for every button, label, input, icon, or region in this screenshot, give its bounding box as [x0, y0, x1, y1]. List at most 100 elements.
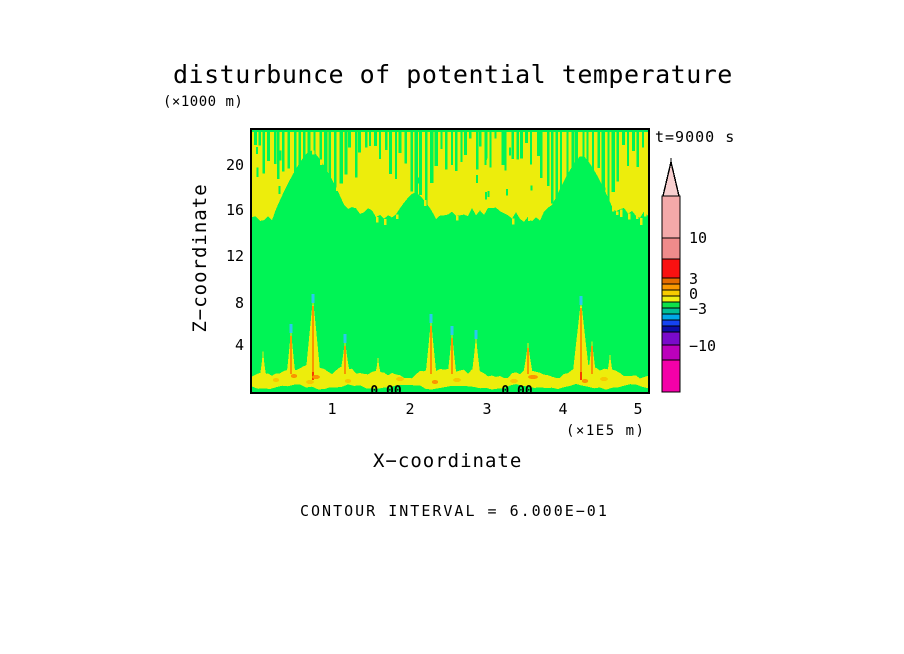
- green-streak: [469, 130, 472, 139]
- yellow-fleck: [312, 150, 315, 155]
- yellow-fleck: [512, 218, 515, 225]
- green-fleck: [256, 146, 258, 155]
- green-streak: [616, 130, 620, 182]
- zero-contour-label: 0.00: [370, 384, 401, 392]
- colorbar-tick-label: −3: [689, 300, 707, 318]
- green-streak: [586, 130, 589, 187]
- green-fleck: [390, 155, 393, 165]
- yellow-fleck: [384, 218, 387, 225]
- y-axis-unit-label: (×1000 m): [163, 94, 244, 110]
- plume-core-base: [580, 372, 582, 380]
- contour-interval-label: CONTOUR INTERVAL = 6.000E−01: [300, 502, 609, 520]
- green-streak: [364, 130, 368, 148]
- plume-core: [312, 306, 314, 374]
- y-tick-label: 8: [234, 294, 244, 312]
- green-fleck: [487, 190, 490, 197]
- plume-core: [527, 348, 529, 374]
- green-streak: [597, 130, 601, 168]
- contour-plot: 0.00 0.00: [250, 128, 650, 394]
- green-fleck: [256, 167, 259, 177]
- green-streak: [632, 130, 635, 151]
- green-streak: [504, 130, 507, 171]
- yellow-fleck: [528, 216, 531, 221]
- green-streak: [636, 130, 640, 168]
- colorbar-segment: [661, 319, 681, 327]
- colorbar-tick-label: 3: [689, 270, 698, 288]
- green-streak: [540, 130, 543, 178]
- colorbar-segment: [661, 359, 681, 393]
- green-streak: [414, 130, 418, 229]
- green-streak: [575, 130, 579, 164]
- green-streak: [519, 130, 523, 159]
- y-tick-label: 16: [225, 201, 244, 219]
- yellow-fleck: [616, 211, 619, 215]
- x-axis-label: X−coordinate: [373, 450, 523, 472]
- green-streak: [258, 130, 261, 146]
- x-tick-label: 2: [405, 400, 415, 418]
- green-streak: [339, 130, 343, 184]
- colorbar-segment: [661, 301, 681, 309]
- yellow-fleck: [640, 217, 643, 226]
- colorbar-segment: [661, 331, 681, 346]
- band-speckle: [273, 378, 279, 382]
- green-streak: [379, 130, 382, 159]
- plume-cyan-tip: [311, 294, 315, 303]
- green-streak: [253, 130, 257, 145]
- green-streak: [591, 130, 594, 211]
- green-streak: [484, 130, 488, 159]
- zero-contour-label: 0.00: [501, 384, 532, 392]
- green-streak: [546, 130, 550, 187]
- green-fleck: [475, 175, 478, 184]
- colorbar-segment: [661, 258, 681, 279]
- colorbar-segment: [661, 325, 681, 333]
- yellow-fleck: [636, 215, 639, 220]
- plume-cyan-tip: [579, 296, 583, 305]
- colorbar-segment: [661, 277, 681, 285]
- band-speckle: [312, 375, 320, 379]
- colorbar-arrow: [662, 161, 680, 197]
- y-tick-label: 12: [225, 247, 244, 265]
- green-streak: [298, 130, 302, 181]
- green-streak: [551, 130, 554, 204]
- green-streak: [627, 130, 629, 166]
- yellow-fleck: [396, 214, 399, 220]
- band-speckle: [432, 380, 438, 384]
- colorbar-segment: [661, 295, 681, 303]
- band-speckle: [453, 378, 461, 382]
- green-streak: [601, 130, 606, 205]
- colorbar-segment: [661, 289, 681, 297]
- green-streak: [430, 130, 434, 183]
- plume-spike: [259, 348, 267, 380]
- green-streak: [419, 130, 422, 195]
- green-streak: [555, 130, 558, 216]
- green-streak: [404, 130, 408, 164]
- green-streak: [324, 130, 328, 176]
- green-streak: [611, 130, 615, 192]
- green-streak: [582, 130, 585, 202]
- green-streak: [307, 130, 311, 180]
- green-streak: [476, 130, 479, 170]
- green-streak: [571, 130, 575, 192]
- green-streak: [262, 130, 265, 174]
- plume-cyan-tip: [450, 326, 454, 335]
- green-streak: [489, 130, 492, 168]
- colorbar-tick-label: 0: [689, 285, 698, 303]
- green-streak: [622, 130, 625, 146]
- green-streak: [464, 130, 468, 156]
- yellow-fleck: [620, 209, 623, 217]
- yellow-fleck: [320, 159, 323, 165]
- green-fleck: [326, 182, 329, 192]
- green-streak: [450, 130, 453, 165]
- green-streak: [282, 130, 285, 172]
- green-streak: [536, 130, 540, 156]
- green-streak: [398, 130, 402, 153]
- green-fleck: [484, 191, 487, 200]
- green-fleck: [485, 155, 488, 160]
- green-streak: [267, 130, 271, 161]
- green-streak: [410, 130, 413, 192]
- plume-cyan-tip: [343, 334, 347, 343]
- plume-spike: [373, 355, 383, 380]
- yellow-fleck: [456, 216, 459, 221]
- chart-title: disturbunce of potential temperature: [173, 60, 733, 89]
